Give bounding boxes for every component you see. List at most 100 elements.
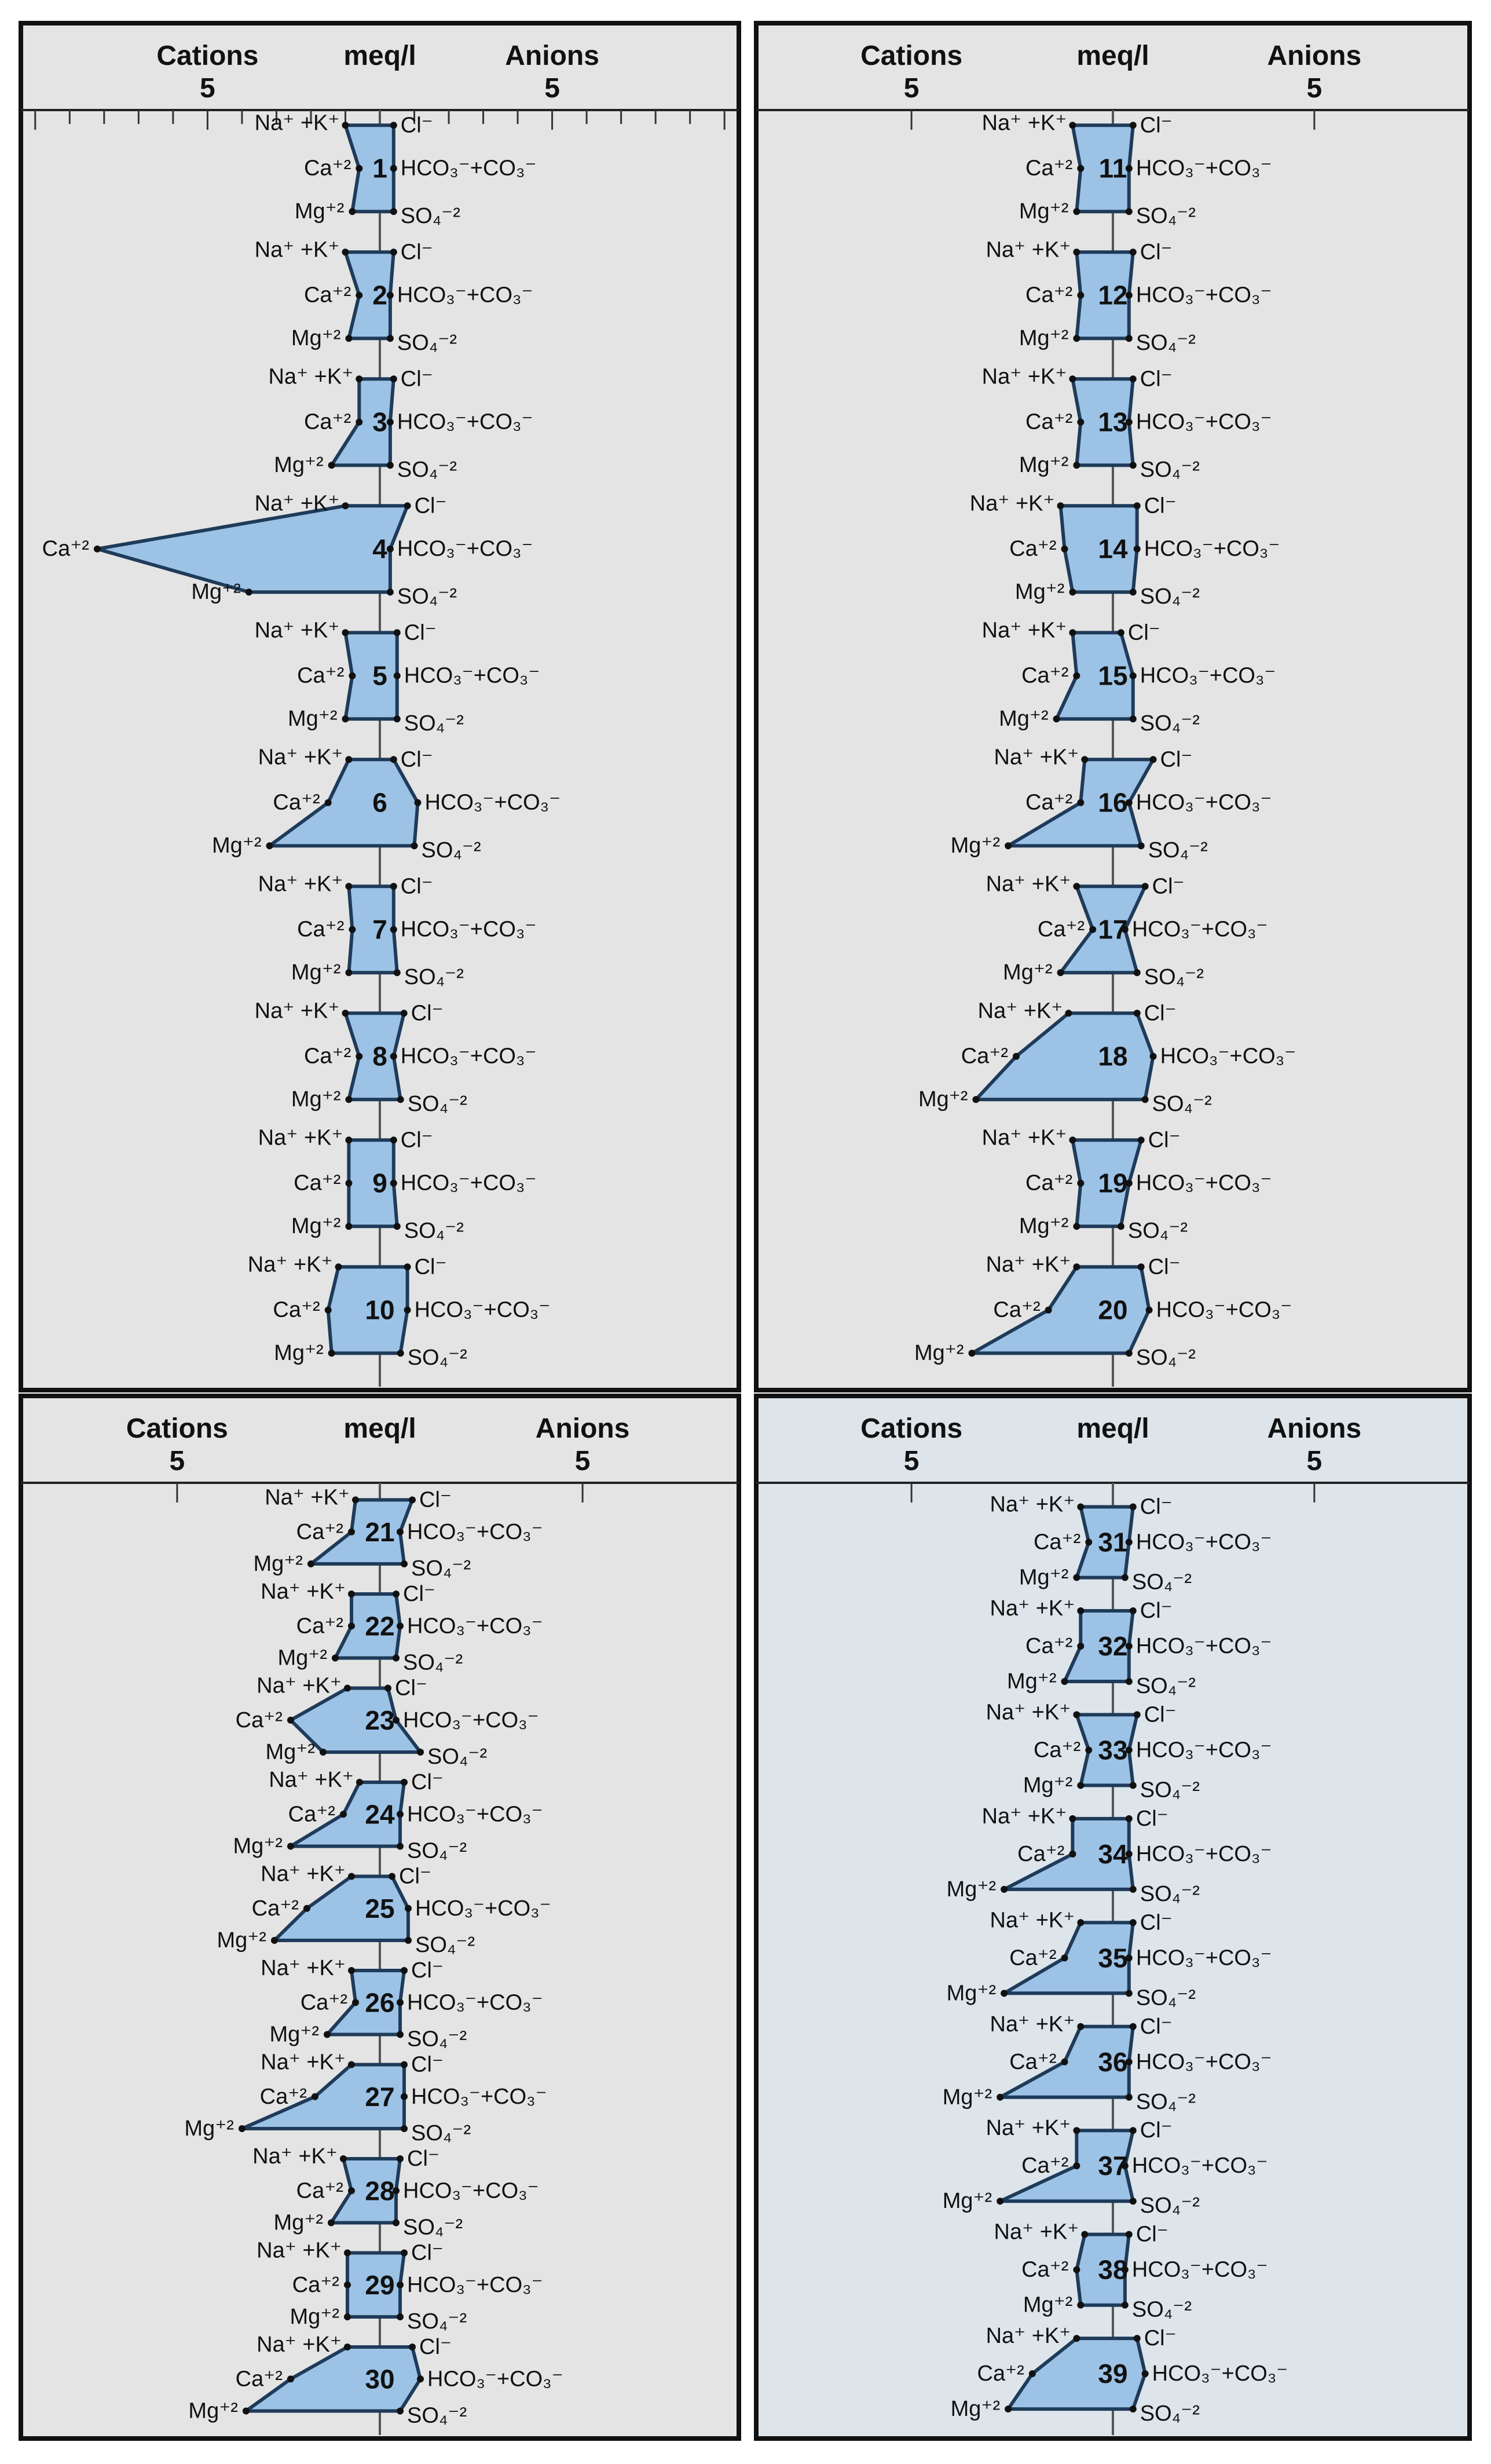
- label-ca: Ca⁺²: [1025, 791, 1072, 815]
- label-na-k: Na⁺ +K⁺: [258, 872, 343, 896]
- vertex-point: [393, 2187, 400, 2195]
- vertex-point: [1121, 2162, 1129, 2170]
- label-hco3: HCO₃⁻+CO₃⁻: [401, 1171, 537, 1196]
- vertex-point: [339, 2155, 347, 2162]
- vertex-point: [417, 2375, 424, 2383]
- label-hco3: HCO₃⁻+CO₃⁻: [404, 664, 540, 688]
- label-so4: SO₄⁻²: [407, 2404, 467, 2428]
- label-so4: SO₄⁻²: [404, 1219, 464, 1243]
- vertex-point: [1129, 715, 1137, 723]
- vertex-point: [1069, 1815, 1076, 1822]
- vertex-point: [1129, 122, 1137, 129]
- label-hco3: HCO₃⁻+CO₃⁻: [1132, 917, 1268, 942]
- vertex-point: [401, 1967, 408, 1974]
- label-so4: SO₄⁻²: [1140, 1882, 1200, 1906]
- vertex-point: [1073, 2127, 1080, 2134]
- label-ca: Ca⁺²: [297, 664, 344, 688]
- vertex-point: [287, 2375, 294, 2383]
- vertex-point: [1141, 2370, 1149, 2378]
- label-so4: SO₄⁻²: [1136, 1346, 1196, 1370]
- label-cl: Cl⁻: [1144, 1001, 1177, 1025]
- vertex-point: [1073, 1574, 1080, 1581]
- vertex-point: [1089, 926, 1097, 933]
- vertex-point: [1129, 1885, 1137, 1893]
- label-hco3: HCO₃⁻+CO₃⁻: [1140, 664, 1276, 688]
- label-hco3: HCO₃⁻+CO₃⁻: [1136, 1634, 1272, 1658]
- label-so4: SO₄⁻²: [1140, 711, 1200, 736]
- stiff-sample-3: Na⁺ +K⁺ Ca⁺² Mg⁺² Cl⁻ HCO₃⁻+CO₃⁻ SO₄⁻² 3: [268, 364, 533, 482]
- vertex-point: [356, 375, 363, 383]
- vertex-point: [349, 672, 356, 679]
- stiff-sample-6: Na⁺ +K⁺ Ca⁺² Mg⁺² Cl⁻ HCO₃⁻+CO₃⁻ SO₄⁻² 6: [212, 745, 561, 862]
- label-cl: Cl⁻: [411, 2053, 444, 2077]
- vertex-point: [1001, 1885, 1008, 1893]
- label-na-k: Na⁺ +K⁺: [986, 872, 1071, 896]
- label-mg: Mg⁺²: [253, 1552, 303, 1576]
- vertex-point: [393, 969, 401, 977]
- label-na-k: Na⁺ +K⁺: [265, 1486, 350, 1510]
- stiff-sample-22: Na⁺ +K⁺ Ca⁺² Mg⁺² Cl⁻ HCO₃⁻+CO₃⁻ SO₄⁻² 22: [261, 1580, 543, 1675]
- sample-number: 7: [372, 915, 387, 945]
- label-na-k: Na⁺ +K⁺: [978, 999, 1063, 1023]
- vertex-point: [1005, 842, 1012, 850]
- label-hco3: HCO₃⁻+CO₃⁻: [1136, 1530, 1272, 1555]
- vertex-point: [266, 842, 273, 850]
- vertex-point: [345, 1223, 353, 1230]
- vertex-point: [327, 2219, 335, 2227]
- label-cl: Cl⁻: [1140, 1495, 1173, 1519]
- vertex-point: [393, 2219, 400, 2227]
- sample-number: 39: [1098, 2359, 1127, 2389]
- label-mg: Mg⁺²: [291, 960, 341, 985]
- label-ca: Ca⁺²: [304, 1044, 351, 1069]
- sample-number: 3: [372, 407, 387, 437]
- vertex-point: [347, 1622, 355, 1630]
- vertex-point: [238, 2125, 246, 2132]
- stiff-sample-39: Na⁺ +K⁺ Ca⁺² Mg⁺² Cl⁻ HCO₃⁻+CO₃⁻ SO₄⁻² 39: [951, 2324, 1288, 2426]
- vertex-point: [345, 1136, 353, 1144]
- vertex-point: [1125, 1678, 1133, 1685]
- axis-label-cations: Cations: [156, 41, 258, 71]
- label-cl: Cl⁻: [1144, 493, 1177, 518]
- label-so4: SO₄⁻²: [1140, 584, 1200, 609]
- label-ca: Ca⁺²: [1025, 1171, 1072, 1196]
- label-hco3: HCO₃⁻+CO₃⁻: [1136, 1738, 1272, 1762]
- label-ca: Ca⁺²: [1017, 1842, 1064, 1866]
- vertex-point: [390, 375, 397, 383]
- vertex-point: [342, 122, 349, 129]
- vertex-point: [343, 2281, 351, 2288]
- label-hco3: HCO₃⁻+CO₃⁻: [1132, 2258, 1268, 2282]
- vertex-point: [1121, 1574, 1129, 1581]
- label-hco3: HCO₃⁻+CO₃⁻: [1160, 1044, 1296, 1069]
- label-na-k: Na⁺ +K⁺: [257, 2239, 342, 2263]
- vertex-point: [386, 418, 394, 426]
- sample-number: 6: [372, 788, 387, 818]
- vertex-point: [1129, 2405, 1137, 2413]
- label-na-k: Na⁺ +K⁺: [258, 745, 343, 769]
- label-na-k: Na⁺ +K⁺: [986, 1700, 1071, 1724]
- stiff-sample-15: Na⁺ +K⁺ Ca⁺² Mg⁺² Cl⁻ HCO₃⁻+CO₃⁻ SO₄⁻² 15: [982, 618, 1276, 736]
- label-na-k: Na⁺ +K⁺: [982, 1804, 1067, 1829]
- label-mg: Mg⁺²: [295, 199, 345, 224]
- vertex-point: [1133, 2335, 1141, 2342]
- vertex-point: [401, 2249, 408, 2257]
- vertex-point: [397, 1842, 404, 1850]
- label-mg: Mg⁺²: [188, 2399, 238, 2423]
- vertex-point: [1081, 2231, 1089, 2238]
- vertex-point: [1149, 1052, 1157, 1060]
- sample-number: 38: [1098, 2255, 1127, 2285]
- sample-number: 14: [1098, 534, 1128, 564]
- sample-number: 9: [372, 1168, 387, 1198]
- label-so4: SO₄⁻²: [422, 838, 481, 862]
- stiff-sample-25: Na⁺ +K⁺ Ca⁺² Mg⁺² Cl⁻ HCO₃⁻+CO₃⁻ SO₄⁻² 25: [217, 1862, 551, 1958]
- vertex-point: [1125, 164, 1133, 172]
- label-so4: SO₄⁻²: [404, 711, 464, 736]
- vertex-point: [242, 2407, 250, 2415]
- vertex-point: [1141, 883, 1149, 890]
- label-cl: Cl⁻: [411, 2241, 444, 2265]
- vertex-point: [1137, 842, 1145, 850]
- label-mg: Mg⁺²: [1007, 1669, 1057, 1694]
- label-cl: Cl⁻: [1144, 1702, 1177, 1727]
- vertex-point: [1061, 545, 1068, 553]
- vertex-point: [351, 1496, 359, 1504]
